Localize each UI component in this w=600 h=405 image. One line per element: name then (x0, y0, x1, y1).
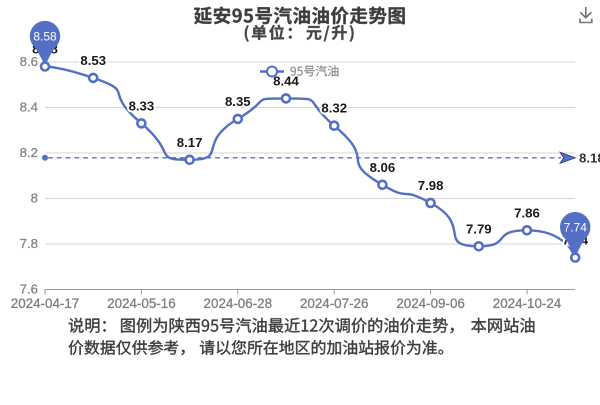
svg-text:8.44: 8.44 (273, 73, 299, 88)
svg-text:2024-04-17: 2024-04-17 (11, 296, 80, 311)
svg-text:8: 8 (31, 190, 38, 205)
svg-text:8.32: 8.32 (321, 101, 347, 116)
svg-text:2024-09-06: 2024-09-06 (396, 296, 465, 311)
svg-text:8.35: 8.35 (225, 94, 251, 109)
svg-text:8.18: 8.18 (579, 150, 600, 165)
svg-text:2024-10-24: 2024-10-24 (493, 296, 562, 311)
svg-text:2024-06-28: 2024-06-28 (204, 296, 273, 311)
svg-text:7.79: 7.79 (466, 221, 492, 236)
svg-text:2024-05-16: 2024-05-16 (107, 296, 176, 311)
svg-text:7.8: 7.8 (20, 236, 38, 251)
svg-text:7.6: 7.6 (20, 281, 38, 296)
svg-text:7.74: 7.74 (564, 221, 588, 235)
svg-text:8.33: 8.33 (129, 98, 155, 113)
svg-text:7.98: 7.98 (418, 178, 444, 193)
svg-text:8.53: 8.53 (80, 53, 106, 68)
svg-text:7.86: 7.86 (514, 205, 540, 220)
svg-text:8.06: 8.06 (370, 160, 396, 175)
svg-text:2024-07-26: 2024-07-26 (300, 296, 369, 311)
svg-text:8.17: 8.17 (177, 135, 203, 150)
svg-text:8.6: 8.6 (20, 54, 38, 69)
svg-text:8.58: 8.58 (33, 30, 57, 44)
svg-text:8.2: 8.2 (20, 145, 38, 160)
svg-text:8.4: 8.4 (20, 99, 38, 114)
